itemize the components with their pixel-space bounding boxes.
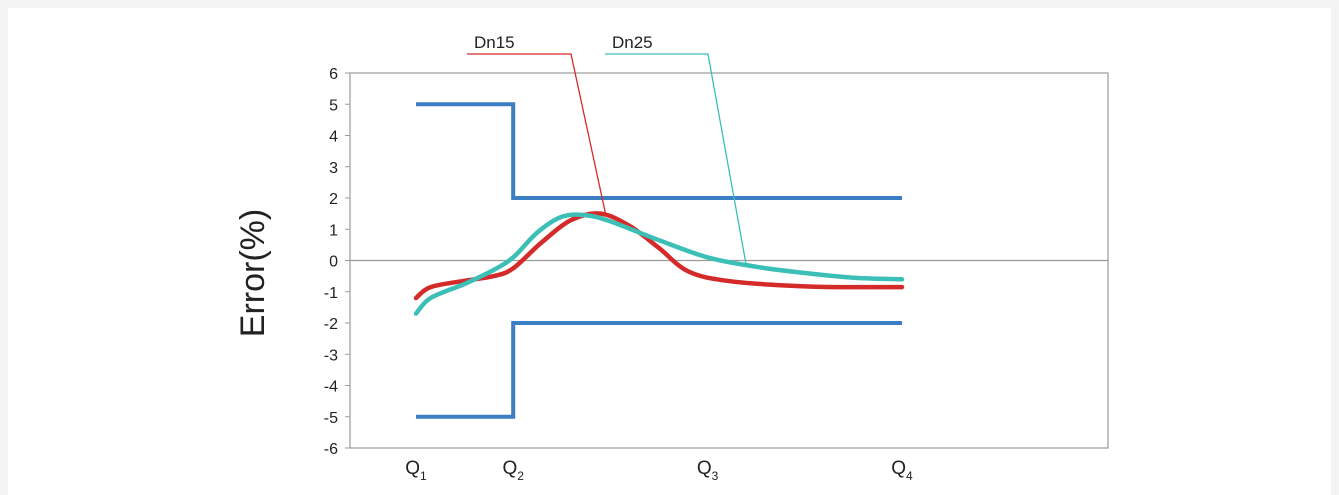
x-tick-label: Q4 [891,458,913,483]
callout-label-dn15: Dn15 [474,33,515,52]
y-tick-label: 4 [329,129,338,146]
y-tick-label: -2 [324,316,338,333]
y-tick-label: -4 [324,379,338,396]
callout-label-dn25: Dn25 [612,33,653,52]
y-tick-label: 3 [329,160,338,177]
y-axis-label: Error(%) [234,209,272,337]
series-layer [413,211,905,316]
series-line-dn15 [413,211,905,301]
y-tick-label: 6 [329,66,338,83]
callout-leader-dn15 [467,53,607,214]
error-chart: 6 5 4 3 2 1 0 -1 -2 -3 -4 -5 -6 Q1 Q2 Q3 Q4 Dn15 Dn25 Erro… [234,33,1109,483]
lower-limit-line [416,321,902,419]
y-tick-label: -3 [324,347,338,364]
y-tick-label: 1 [329,222,338,239]
y-tick-label: -5 [324,410,338,427]
upper-limit-line [416,102,902,200]
chart-panel: 6 5 4 3 2 1 0 -1 -2 -3 -4 -5 -6 Q1 Q2 Q3 Q4 Dn15 Dn25 Erro… [8,8,1331,495]
series-line-dn25 [413,212,905,316]
x-tick-label: Q1 [405,458,427,483]
y-tick-label: -1 [324,285,338,302]
y-tick-label: -6 [324,441,338,458]
labels-layer: 6 5 4 3 2 1 0 -1 -2 -3 -4 -5 -6 Q1 Q2 Q3 Q4 Dn15 Dn25 [324,33,913,483]
y-tick-label: 2 [329,191,338,208]
x-tick-label: Q3 [697,458,719,483]
x-tick-label: Q2 [502,458,524,483]
annotations-layer [467,53,748,267]
callout-leader-dn25 [605,53,748,267]
y-tick-label: 5 [329,97,338,114]
y-tick-label: 0 [329,254,338,271]
limit-lines-layer [416,102,902,419]
